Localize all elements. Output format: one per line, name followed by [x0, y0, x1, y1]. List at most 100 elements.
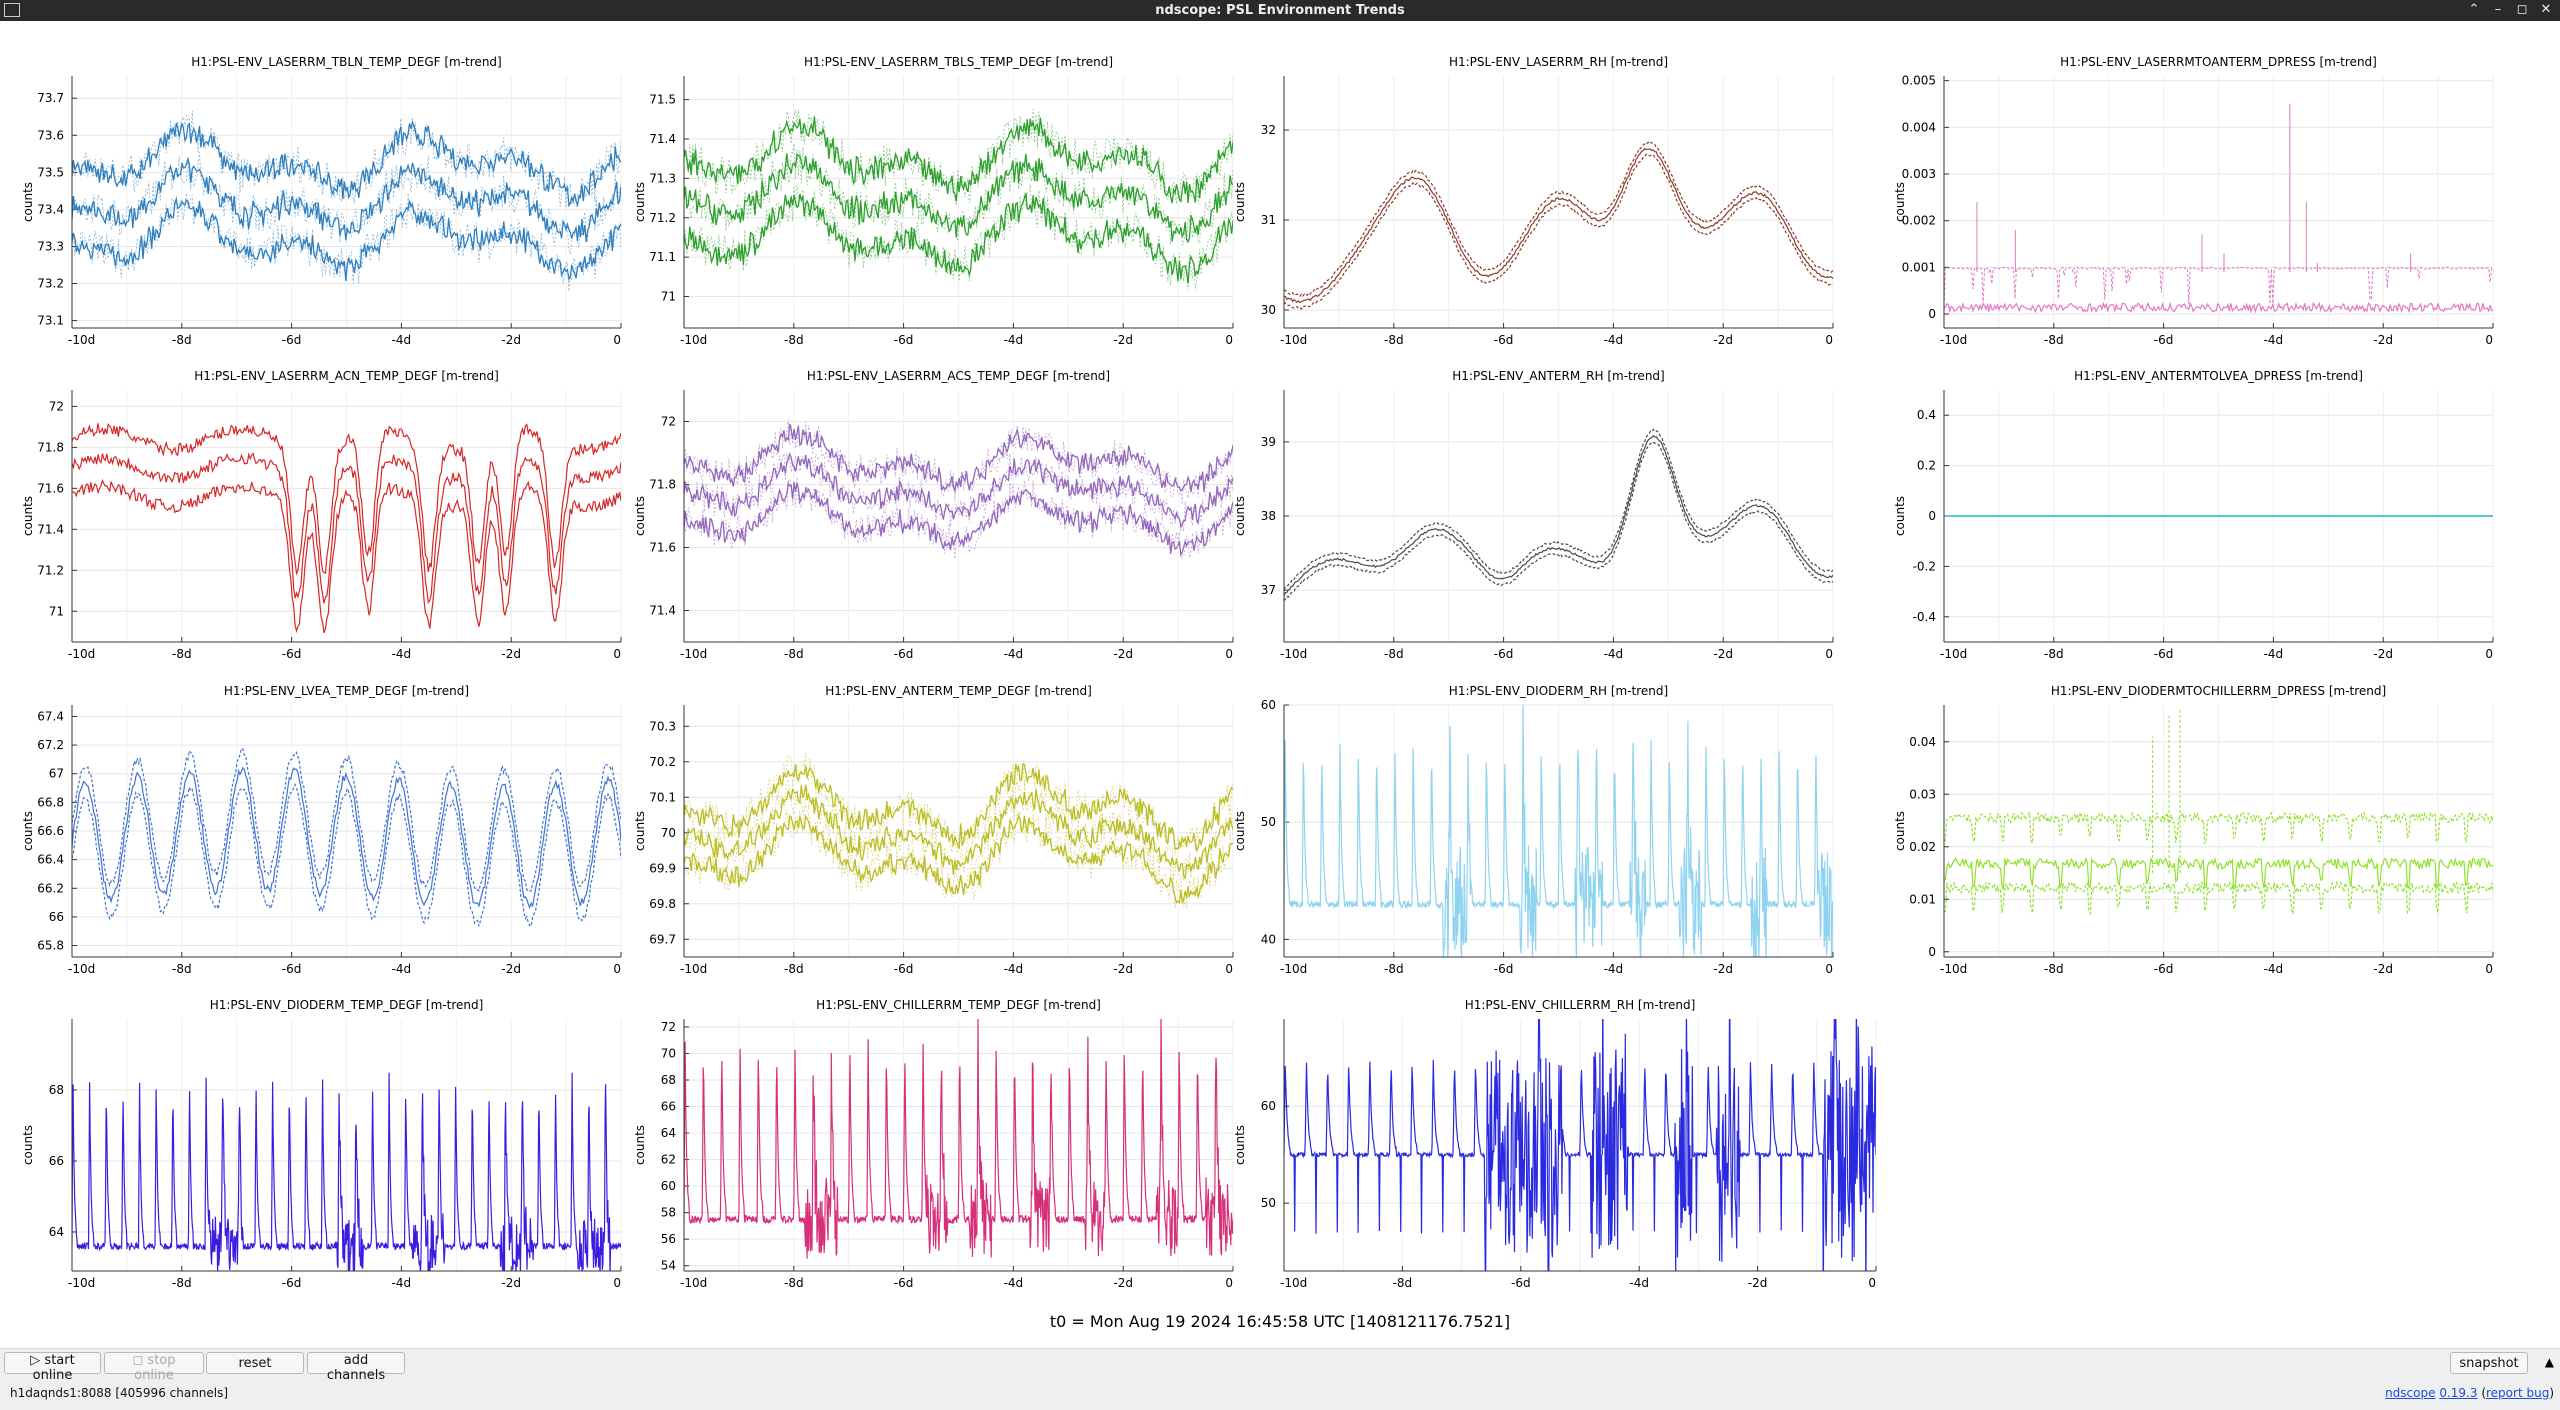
- plot-panel-15[interactable]: H1:PSL-ENV_CHILLERRM_RH [m-trend] counts 5…: [1233, 979, 1877, 1311]
- y-tick-label: 66.6: [37, 824, 64, 838]
- plot-panel-12[interactable]: H1:PSL-ENV_DIODERMTOCHILLERRM_DPRESS [m-…: [1893, 684, 2494, 976]
- maximize-icon[interactable]: ◻: [2516, 2, 2528, 17]
- plot-panel-5[interactable]: H1:PSL-ENV_LASERRM_ACN_TEMP_DEGF [m-tren…: [21, 369, 622, 661]
- y-tick-label: 73.1: [37, 314, 64, 328]
- x-tick-label: -8d: [172, 647, 192, 661]
- x-tick-label: -6d: [282, 962, 302, 976]
- y-tick-label: 32: [1261, 123, 1276, 137]
- x-tick-label: -6d: [894, 1276, 914, 1290]
- x-tick-label: 0: [2485, 647, 2493, 661]
- y-tick-label: 66.4: [37, 853, 64, 867]
- y-tick-label: 30: [1261, 303, 1276, 317]
- expand-up-icon[interactable]: ▲: [2544, 1355, 2554, 1369]
- plot-panel-11[interactable]: H1:PSL-ENV_DIODERM_RH [m-trend] counts 40 5…: [1233, 684, 1834, 976]
- y-tick-label: 0.4: [1917, 408, 1936, 422]
- plot-panel-14[interactable]: H1:PSL-ENV_CHILLERRM_TEMP_DEGF [m-trend]…: [633, 998, 1234, 1290]
- stop-icon: ◻: [132, 1353, 144, 1368]
- x-tick-label: -8d: [2044, 333, 2064, 347]
- x-tick-label: -4d: [392, 333, 412, 347]
- report-bug-link[interactable]: report bug: [2486, 1386, 2550, 1400]
- add-channels-button[interactable]: add channels: [307, 1352, 405, 1383]
- plot-panel-1[interactable]: H1:PSL-ENV_LASERRM_TBLN_TEMP_DEGF [m-tre…: [21, 55, 622, 347]
- plot-panel-8[interactable]: H1:PSL-ENV_ANTERMTOLVEA_DPRESS [m-trend]…: [1893, 369, 2494, 661]
- plot-panel-10[interactable]: H1:PSL-ENV_ANTERM_TEMP_DEGF [m-trend] cou…: [633, 684, 1234, 976]
- plot-panel-13[interactable]: H1:PSL-ENV_DIODERM_TEMP_DEGF [m-trend] co…: [21, 998, 622, 1290]
- plot-panel-6[interactable]: H1:PSL-ENV_LASERRM_ACS_TEMP_DEGF [m-tren…: [633, 369, 1234, 661]
- x-tick-label: -8d: [172, 1276, 192, 1290]
- trace-group: [72, 1072, 621, 1271]
- y-axis-label: counts: [1893, 182, 1907, 222]
- close-icon[interactable]: ✕: [2540, 2, 2552, 17]
- keep-above-icon[interactable]: ⌃: [2468, 2, 2480, 17]
- minimize-icon[interactable]: –: [2494, 2, 2502, 17]
- trace-line: [1284, 147, 1833, 304]
- y-tick-label: 67.4: [37, 709, 64, 723]
- y-axis-label: counts: [633, 811, 647, 851]
- trace-group: [1944, 710, 2493, 916]
- plot-title: H1:PSL-ENV_LASERRM_TBLN_TEMP_DEGF [m-tre…: [191, 55, 501, 69]
- y-axis-label: counts: [1233, 1125, 1247, 1165]
- trace-line: [72, 422, 621, 576]
- trace-group: [1944, 104, 2493, 314]
- plot-title: H1:PSL-ENV_LASERRM_RH [m-trend]: [1449, 55, 1668, 69]
- y-tick-label: 38: [1261, 509, 1276, 523]
- y-tick-label: 73.5: [37, 165, 64, 179]
- y-axis-label: counts: [633, 1125, 647, 1165]
- app-window-icon[interactable]: [4, 3, 20, 17]
- trace-line: [72, 156, 621, 243]
- x-tick-label: -8d: [2044, 962, 2064, 976]
- x-tick-label: -2d: [501, 647, 521, 661]
- server-status: h1daqnds1:8088 [405996 channels]: [10, 1386, 229, 1400]
- version-link[interactable]: 0.19.3: [2439, 1386, 2478, 1400]
- y-tick-label: 54: [661, 1259, 676, 1273]
- plot-panel-3[interactable]: H1:PSL-ENV_LASERRM_RH [m-trend] counts 30 3…: [1233, 55, 1834, 347]
- reset-button[interactable]: reset: [206, 1352, 304, 1374]
- plot-panel-4[interactable]: H1:PSL-ENV_LASERRMTOANTERM_DPRESS [m-tre…: [1893, 55, 2494, 347]
- plot-panel-2[interactable]: H1:PSL-ENV_LASERRM_TBLS_TEMP_DEGF [m-tre…: [633, 55, 1234, 347]
- plot-panel-9[interactable]: H1:PSL-ENV_LVEA_TEMP_DEGF [m-trend] count…: [21, 684, 622, 976]
- y-tick-label: 0.004: [1902, 120, 1936, 134]
- x-tick-label: -6d: [2154, 647, 2174, 661]
- plot-title: H1:PSL-ENV_ANTERMTOLVEA_DPRESS [m-trend]: [2074, 369, 2363, 383]
- trace-line: [72, 1072, 621, 1271]
- start-online-button[interactable]: ▷ start online: [4, 1352, 101, 1383]
- window-title: ndscope: PSL Environment Trends: [1155, 3, 1405, 18]
- y-tick-label: -0.2: [1913, 559, 1936, 573]
- trace-group: [684, 1019, 1233, 1259]
- x-tick-label: 0: [613, 647, 621, 661]
- x-tick-label: -4d: [1604, 647, 1624, 661]
- y-tick-label: 73.2: [37, 277, 64, 291]
- grid: [683, 705, 1234, 957]
- y-tick-label: 0.003: [1902, 167, 1936, 181]
- trace-line: [1284, 153, 1833, 310]
- x-tick-label: -4d: [2264, 647, 2284, 661]
- stop-online-label: stop online: [134, 1353, 176, 1383]
- y-axis-label: counts: [1893, 496, 1907, 536]
- y-tick-label: 71: [661, 290, 676, 304]
- stop-online-button[interactable]: ◻ stop online: [104, 1352, 204, 1383]
- x-tick-label: -6d: [1494, 647, 1514, 661]
- y-tick-label: 65.8: [37, 939, 64, 953]
- y-tick-label: 73.3: [37, 239, 64, 253]
- plot-title: H1:PSL-ENV_DIODERM_RH [m-trend]: [1449, 684, 1668, 698]
- x-tick-label: -6d: [2154, 962, 2174, 976]
- x-tick-label: 0: [613, 1276, 621, 1290]
- trace-line: [1284, 428, 1833, 590]
- x-tick-label: -4d: [1604, 962, 1624, 976]
- x-tick-label: -2d: [1713, 647, 1733, 661]
- trace-line: [684, 116, 1233, 204]
- x-tick-label: 0: [2485, 962, 2493, 976]
- y-tick-label: 50: [1261, 1196, 1276, 1210]
- y-tick-label: 70: [661, 826, 676, 840]
- x-tick-label: -6d: [282, 1276, 302, 1290]
- x-tick-label: -8d: [784, 333, 804, 347]
- snapshot-button[interactable]: snapshot: [2450, 1352, 2528, 1374]
- ndscope-link[interactable]: ndscope: [2385, 1386, 2436, 1400]
- x-tick-label: -6d: [1511, 1276, 1531, 1290]
- y-tick-label: 66: [49, 910, 64, 924]
- plot-panel-7[interactable]: H1:PSL-ENV_ANTERM_RH [m-trend] counts 37 38…: [1233, 369, 1834, 661]
- plot-title: H1:PSL-ENV_DIODERMTOCHILLERRM_DPRESS [m-…: [2051, 684, 2386, 698]
- y-tick-label: 37: [1261, 583, 1276, 597]
- trace-group: [684, 109, 1233, 290]
- trace-line: [684, 813, 1233, 904]
